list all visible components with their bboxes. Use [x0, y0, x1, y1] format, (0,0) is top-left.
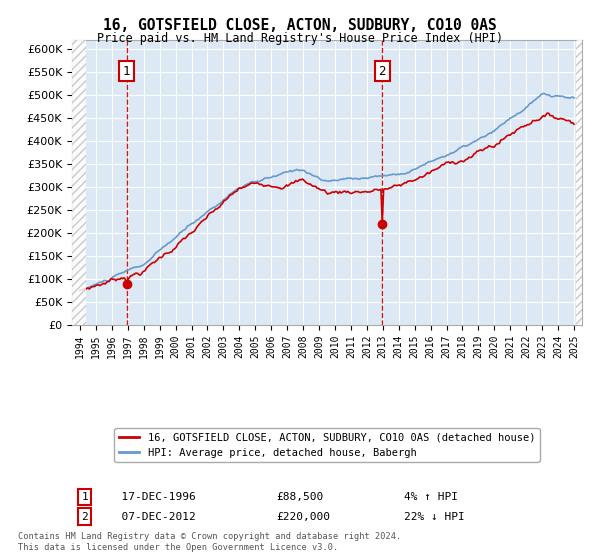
- Text: 16, GOTSFIELD CLOSE, ACTON, SUDBURY, CO10 0AS: 16, GOTSFIELD CLOSE, ACTON, SUDBURY, CO1…: [103, 18, 497, 33]
- Text: 07-DEC-2012: 07-DEC-2012: [108, 512, 196, 522]
- Bar: [72, 40, 86, 325]
- Legend: 16, GOTSFIELD CLOSE, ACTON, SUDBURY, CO10 0AS (detached house), HPI: Average pri: 16, GOTSFIELD CLOSE, ACTON, SUDBURY, CO1…: [115, 428, 539, 462]
- Text: 2: 2: [379, 64, 386, 78]
- Text: 17-DEC-1996: 17-DEC-1996: [108, 492, 196, 502]
- Text: 4% ↑ HPI: 4% ↑ HPI: [404, 492, 458, 502]
- Text: Price paid vs. HM Land Registry's House Price Index (HPI): Price paid vs. HM Land Registry's House …: [97, 32, 503, 45]
- Text: £220,000: £220,000: [276, 512, 330, 522]
- Text: Contains HM Land Registry data © Crown copyright and database right 2024.
This d: Contains HM Land Registry data © Crown c…: [18, 532, 401, 552]
- Text: 22% ↓ HPI: 22% ↓ HPI: [404, 512, 464, 522]
- Text: £88,500: £88,500: [276, 492, 323, 502]
- Bar: [575, 40, 584, 325]
- Text: 1: 1: [82, 492, 88, 502]
- Text: 2: 2: [82, 512, 88, 522]
- Text: 1: 1: [123, 64, 130, 78]
